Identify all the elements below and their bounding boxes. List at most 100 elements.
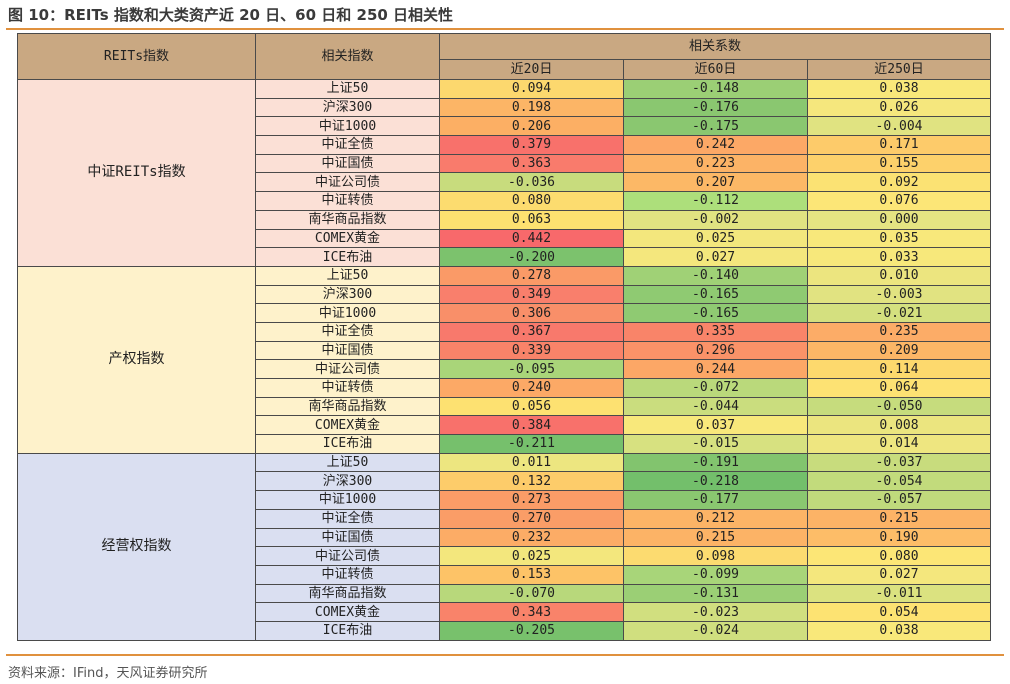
header-related-index: 相关指数	[255, 33, 440, 80]
corr-value-cell: 0.114	[807, 359, 991, 379]
corr-value-cell: 0.026	[807, 97, 991, 118]
group-name: 产权指数	[17, 265, 256, 454]
corr-value-cell: 0.038	[807, 620, 991, 641]
group-name: 中证REITs指数	[17, 79, 256, 267]
related-index-name: ICE布油	[255, 247, 440, 267]
corr-value-cell: 0.367	[439, 321, 624, 342]
corr-value-cell: 0.244	[623, 359, 808, 379]
corr-value-cell: 0.240	[439, 378, 624, 398]
related-index-name: 中证转债	[255, 564, 440, 585]
corr-value-cell: 0.080	[439, 191, 624, 211]
corr-value-cell: 0.339	[439, 340, 624, 361]
corr-value-cell: 0.063	[439, 209, 624, 230]
corr-value-cell: 0.011	[439, 452, 624, 473]
table-row: 中证公司债 0.025 0.098 0.080	[18, 546, 991, 566]
corr-value-cell: 0.207	[623, 172, 808, 193]
group-name: 经营权指数	[17, 452, 256, 641]
corr-value-cell: 0.273	[439, 490, 624, 510]
corr-value-cell: 0.198	[439, 97, 624, 118]
table-row: ICE布油 -0.205 -0.024 0.038	[18, 620, 991, 641]
related-index-name: ICE布油	[255, 620, 440, 641]
corr-value-cell: -0.011	[807, 583, 991, 604]
related-index-name: 沪深300	[255, 284, 440, 305]
corr-value-cell: -0.211	[439, 434, 624, 454]
corr-value-cell: -0.002	[623, 209, 808, 230]
header-period-250: 近250日	[807, 59, 991, 80]
related-index-name: 南华商品指数	[255, 396, 440, 417]
corr-value-cell: 0.014	[807, 434, 991, 454]
corr-value-cell: 0.223	[623, 153, 808, 174]
corr-value-cell: 0.035	[807, 228, 991, 249]
corr-value-cell: -0.044	[623, 396, 808, 417]
related-index-name: 中证1000	[255, 116, 440, 137]
corr-value-cell: 0.056	[439, 396, 624, 417]
top-rule	[6, 28, 1004, 30]
corr-value-cell: -0.112	[623, 191, 808, 211]
corr-value-cell: 0.296	[623, 340, 808, 361]
table-row: 中证国债 0.339 0.296 0.209	[18, 340, 991, 361]
corr-value-cell: 0.008	[807, 415, 991, 436]
related-index-name: COMEX黄金	[255, 415, 440, 436]
corr-value-cell: -0.191	[623, 452, 808, 473]
corr-value-cell: 0.037	[623, 415, 808, 436]
table-row: COMEX黄金 0.442 0.025 0.035	[18, 228, 991, 249]
related-index-name: 中证公司债	[255, 172, 440, 193]
corr-value-cell: 0.242	[623, 135, 808, 155]
corr-value-cell: 0.278	[439, 265, 624, 286]
table-row: 中证1000 0.273 -0.177 -0.057	[18, 490, 991, 510]
table-row: 中证转债 0.153 -0.099 0.027	[18, 564, 991, 585]
table-row: 中证1000 0.306 -0.165 -0.021	[18, 303, 991, 323]
corr-value-cell: 0.132	[439, 471, 624, 492]
corr-value-cell: -0.050	[807, 396, 991, 417]
corr-value-cell: 0.025	[439, 546, 624, 566]
corr-value-cell: 0.000	[807, 209, 991, 230]
corr-value-cell: 0.212	[623, 508, 808, 529]
table-row: 中证公司债 -0.036 0.207 0.092	[18, 172, 991, 193]
corr-value-cell: 0.027	[807, 564, 991, 585]
corr-value-cell: 0.155	[807, 153, 991, 174]
related-index-name: 沪深300	[255, 471, 440, 492]
table-row: COMEX黄金 0.343 -0.023 0.054	[18, 602, 991, 622]
corr-value-cell: -0.024	[623, 620, 808, 641]
corr-value-cell: 0.094	[439, 79, 624, 99]
corr-value-cell: 0.190	[807, 527, 991, 548]
related-index-name: 中证国债	[255, 153, 440, 174]
corr-value-cell: 0.054	[807, 602, 991, 622]
table-row: 中证国债 0.363 0.223 0.155	[18, 153, 991, 174]
corr-value-cell: 0.235	[807, 321, 991, 342]
table-row: COMEX黄金 0.384 0.037 0.008	[18, 415, 991, 436]
corr-value-cell: 0.384	[439, 415, 624, 436]
corr-value-cell: -0.072	[623, 378, 808, 398]
table-row: 沪深300 0.132 -0.218 -0.054	[18, 471, 991, 492]
table-row: 经营权指数 上证50 0.011 -0.191 -0.037	[17, 452, 991, 641]
related-index-name: COMEX黄金	[255, 228, 440, 249]
corr-value-cell: -0.023	[623, 602, 808, 622]
corr-value-cell: 0.363	[439, 153, 624, 174]
related-index-name: ICE布油	[255, 434, 440, 454]
corr-value-cell: -0.140	[623, 265, 808, 286]
related-index-name: 中证公司债	[255, 359, 440, 379]
corr-value-cell: -0.148	[623, 79, 808, 99]
corr-value-cell: 0.064	[807, 378, 991, 398]
table-row: ICE布油 -0.211 -0.015 0.014	[18, 434, 991, 454]
corr-value-cell: -0.054	[807, 471, 991, 492]
corr-value-cell: 0.270	[439, 508, 624, 529]
table-row: 沪深300 0.198 -0.176 0.026	[18, 97, 991, 118]
table-row: 南华商品指数 -0.070 -0.131 -0.011	[18, 583, 991, 604]
corr-value-cell: -0.131	[623, 583, 808, 604]
corr-value-cell: -0.165	[623, 284, 808, 305]
bottom-rule	[6, 654, 1004, 656]
related-index-name: 南华商品指数	[255, 209, 440, 230]
related-index-name: 上证50	[255, 79, 440, 99]
related-index-name: 中证国债	[255, 527, 440, 548]
related-index-name: 中证1000	[255, 303, 440, 323]
corr-value-cell: 0.098	[623, 546, 808, 566]
correlation-table: REITs指数 相关指数 相关系数 近20日 近60日 近250日 中证REIT…	[17, 33, 991, 641]
corr-value-cell: 0.349	[439, 284, 624, 305]
corr-value-cell: -0.218	[623, 471, 808, 492]
corr-value-cell: -0.021	[807, 303, 991, 323]
table-row: 中证公司债 -0.095 0.244 0.114	[18, 359, 991, 379]
corr-value-cell: -0.205	[439, 620, 624, 641]
corr-value-cell: -0.176	[623, 97, 808, 118]
related-index-name: 中证全债	[255, 508, 440, 529]
